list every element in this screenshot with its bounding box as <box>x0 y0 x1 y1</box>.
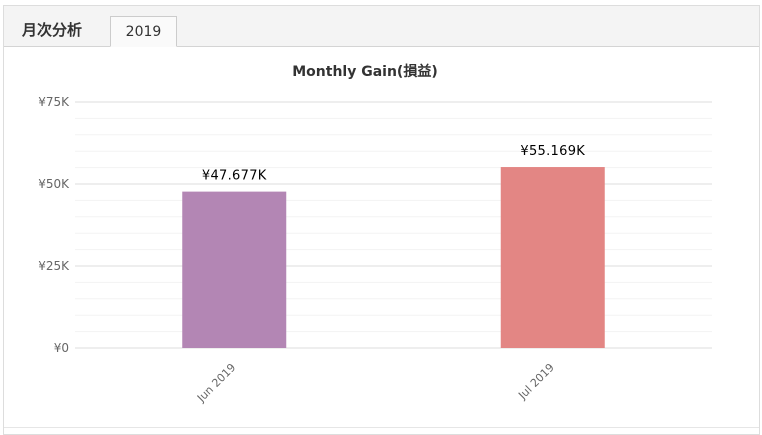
y-tick-label: ¥0 <box>54 341 69 355</box>
bar <box>500 167 605 348</box>
bar <box>182 191 287 348</box>
data-label: ¥47.677K <box>202 169 267 184</box>
x-axis-ticks: Jun 2019 Jul 2019 <box>194 361 557 405</box>
y-tick-label: ¥50K <box>38 177 70 191</box>
x-tick-label: Jul 2019 <box>515 361 557 403</box>
y-axis-ticks: ¥0 ¥25K ¥50K ¥75K <box>38 95 70 355</box>
panel-title: 月次分析 <box>22 21 83 39</box>
data-labels: ¥47.677K ¥55.169K <box>202 144 585 184</box>
minor-gridlines <box>75 101 712 349</box>
x-tick-label: Jun 2019 <box>194 361 238 405</box>
monthly-analysis-panel: 月次分析 2019 <box>3 5 760 435</box>
major-gridlines <box>75 101 712 349</box>
y-tick-label: ¥75K <box>38 95 70 109</box>
data-label: ¥55.169K <box>520 144 585 159</box>
y-tick-label: ¥25K <box>38 259 70 273</box>
panel-divider <box>4 427 759 428</box>
tab-bar: 月次分析 2019 <box>4 6 759 47</box>
tab-2019[interactable]: 2019 <box>110 16 177 47</box>
bars <box>182 167 605 348</box>
chart-title: Monthly Gain(損益) <box>292 63 437 80</box>
